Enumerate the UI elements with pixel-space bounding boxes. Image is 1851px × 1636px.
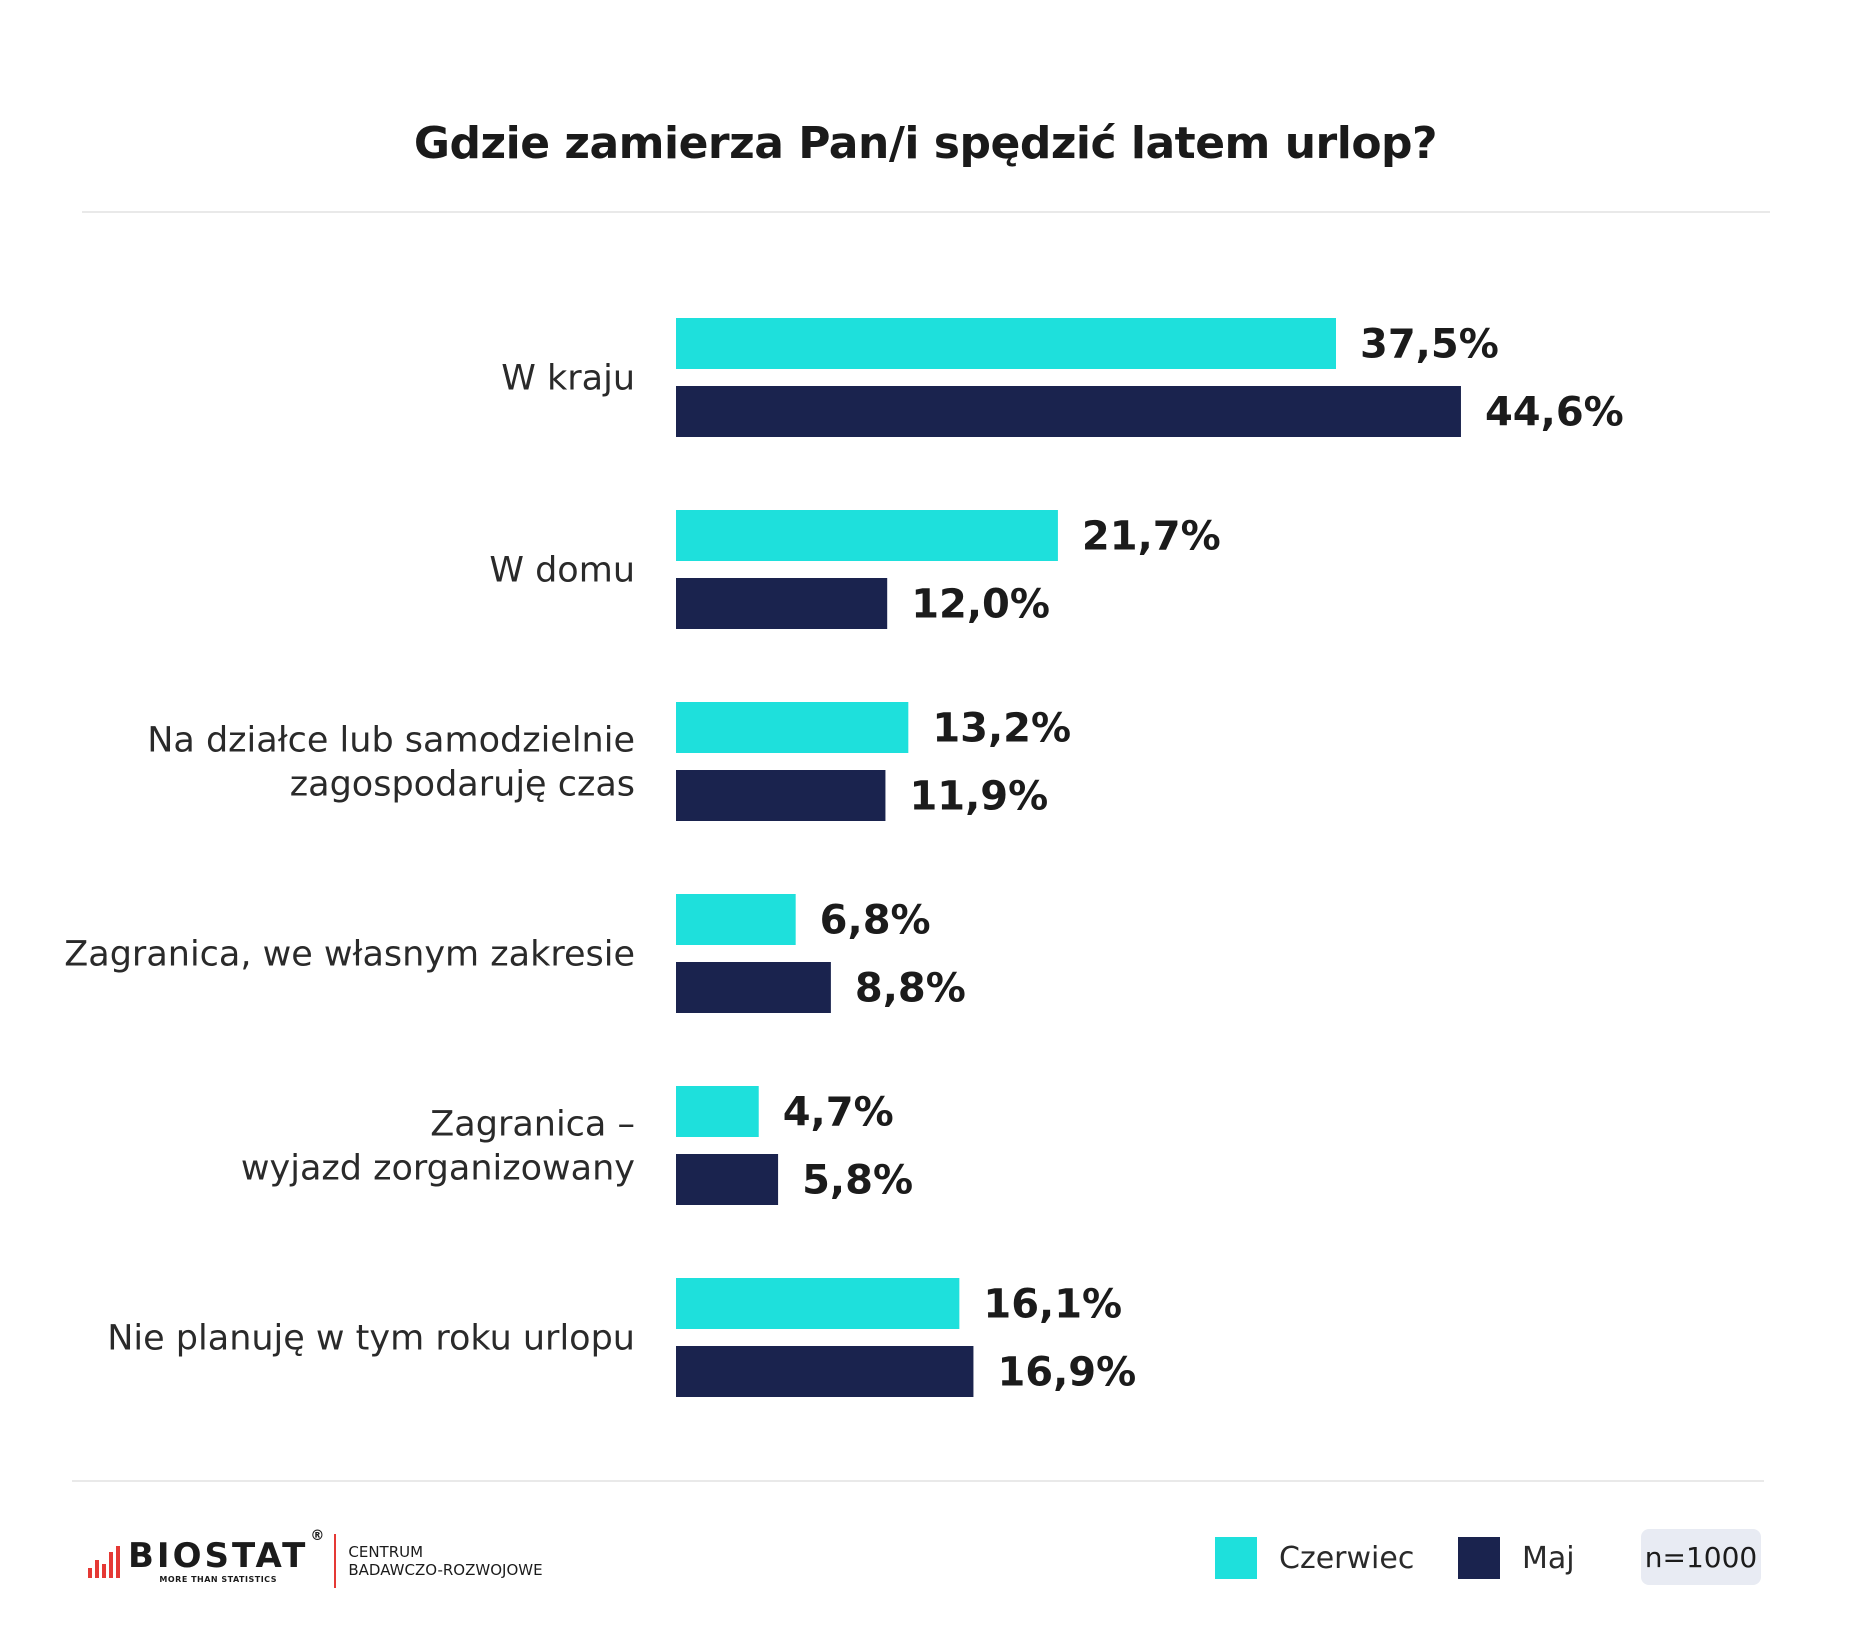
category-label-line: Nie planuję w tym roku urlopu xyxy=(107,1319,635,1359)
bar-chart: W kraju 37,5% 44,6% W domu 21,7% 12,0% Na dzia… xyxy=(64,318,1624,1397)
category-label-line: wyjazd zorganizowany xyxy=(241,1149,635,1189)
category-label-line: Zagranica, we własnym zakresie xyxy=(64,935,635,975)
biostat-logo: BIOSTAT MORE THAN STATISTICS ® CENTRUM B… xyxy=(88,1528,543,1588)
chart-title: Gdzie zamierza Pan/i spędzić latem urlop… xyxy=(413,118,1438,169)
logo-divider xyxy=(334,1534,337,1588)
value-label-czerwiec: 6,8% xyxy=(820,898,931,944)
bar-czerwiec xyxy=(676,1278,960,1329)
bottom-divider xyxy=(72,1480,1764,1482)
value-label-maj: 8,8% xyxy=(855,966,966,1012)
sample-size-badge: n=1000 xyxy=(1641,1529,1761,1585)
legend-swatch-maj xyxy=(1458,1537,1500,1579)
value-label-czerwiec: 37,5% xyxy=(1360,322,1499,368)
bar-czerwiec xyxy=(676,318,1336,369)
bar-maj xyxy=(676,770,886,821)
legend-item-czerwiec: Czerwiec xyxy=(1215,1537,1414,1579)
value-label-maj: 12,0% xyxy=(911,582,1050,628)
logo-wordmark: BIOSTAT xyxy=(128,1535,309,1576)
value-label-czerwiec: 13,2% xyxy=(932,706,1071,752)
bar-maj xyxy=(676,386,1461,437)
bar-czerwiec xyxy=(676,894,796,945)
value-label-czerwiec: 16,1% xyxy=(983,1282,1122,1328)
logo-bars-icon xyxy=(88,1544,120,1578)
logo-tagline: MORE THAN STATISTICS xyxy=(159,1574,277,1584)
legend-swatch-czerwiec xyxy=(1215,1537,1257,1579)
category-label: Zagranica – wyjazd zorganizowany xyxy=(241,1105,635,1189)
bar-maj xyxy=(676,578,888,629)
category-label-line: Zagranica – xyxy=(430,1105,635,1145)
bar-czerwiec xyxy=(676,510,1058,561)
value-label-maj: 11,9% xyxy=(909,774,1048,820)
value-label-czerwiec: 21,7% xyxy=(1082,514,1221,560)
category-label-line: zagospodaruję czas xyxy=(290,765,635,805)
value-label-maj: 16,9% xyxy=(997,1350,1136,1396)
category-label: W kraju xyxy=(501,359,635,399)
value-label-maj: 5,8% xyxy=(802,1158,913,1204)
logo-sub-line2: BADAWCZO-ROZWOJOWE xyxy=(348,1561,543,1579)
category-label-line: W kraju xyxy=(501,359,635,399)
category-label-line: W domu xyxy=(489,551,635,591)
legend-label-czerwiec: Czerwiec xyxy=(1279,1540,1415,1576)
logo-registered-mark: ® xyxy=(310,1528,325,1544)
bar-maj xyxy=(676,1154,779,1205)
category-label: Na działce lub samodzielnie zagospodaruję… xyxy=(147,721,635,805)
category-label: Zagranica, we własnym zakresie xyxy=(64,935,635,975)
top-divider xyxy=(82,211,1770,213)
category-label: Nie planuję w tym roku urlopu xyxy=(107,1319,635,1359)
legend-label-maj: Maj xyxy=(1522,1540,1575,1576)
value-label-maj: 44,6% xyxy=(1485,390,1624,436)
value-label-czerwiec: 4,7% xyxy=(783,1090,894,1136)
bar-maj xyxy=(676,962,831,1013)
bar-maj xyxy=(676,1346,974,1397)
bar-czerwiec xyxy=(676,702,909,753)
category-label-line: Na działce lub samodzielnie xyxy=(147,721,635,761)
category-label: W domu xyxy=(489,551,635,591)
bar-czerwiec xyxy=(676,1086,759,1137)
legend-item-maj: Maj xyxy=(1458,1537,1575,1579)
logo-sub-line1: CENTRUM xyxy=(348,1543,424,1561)
